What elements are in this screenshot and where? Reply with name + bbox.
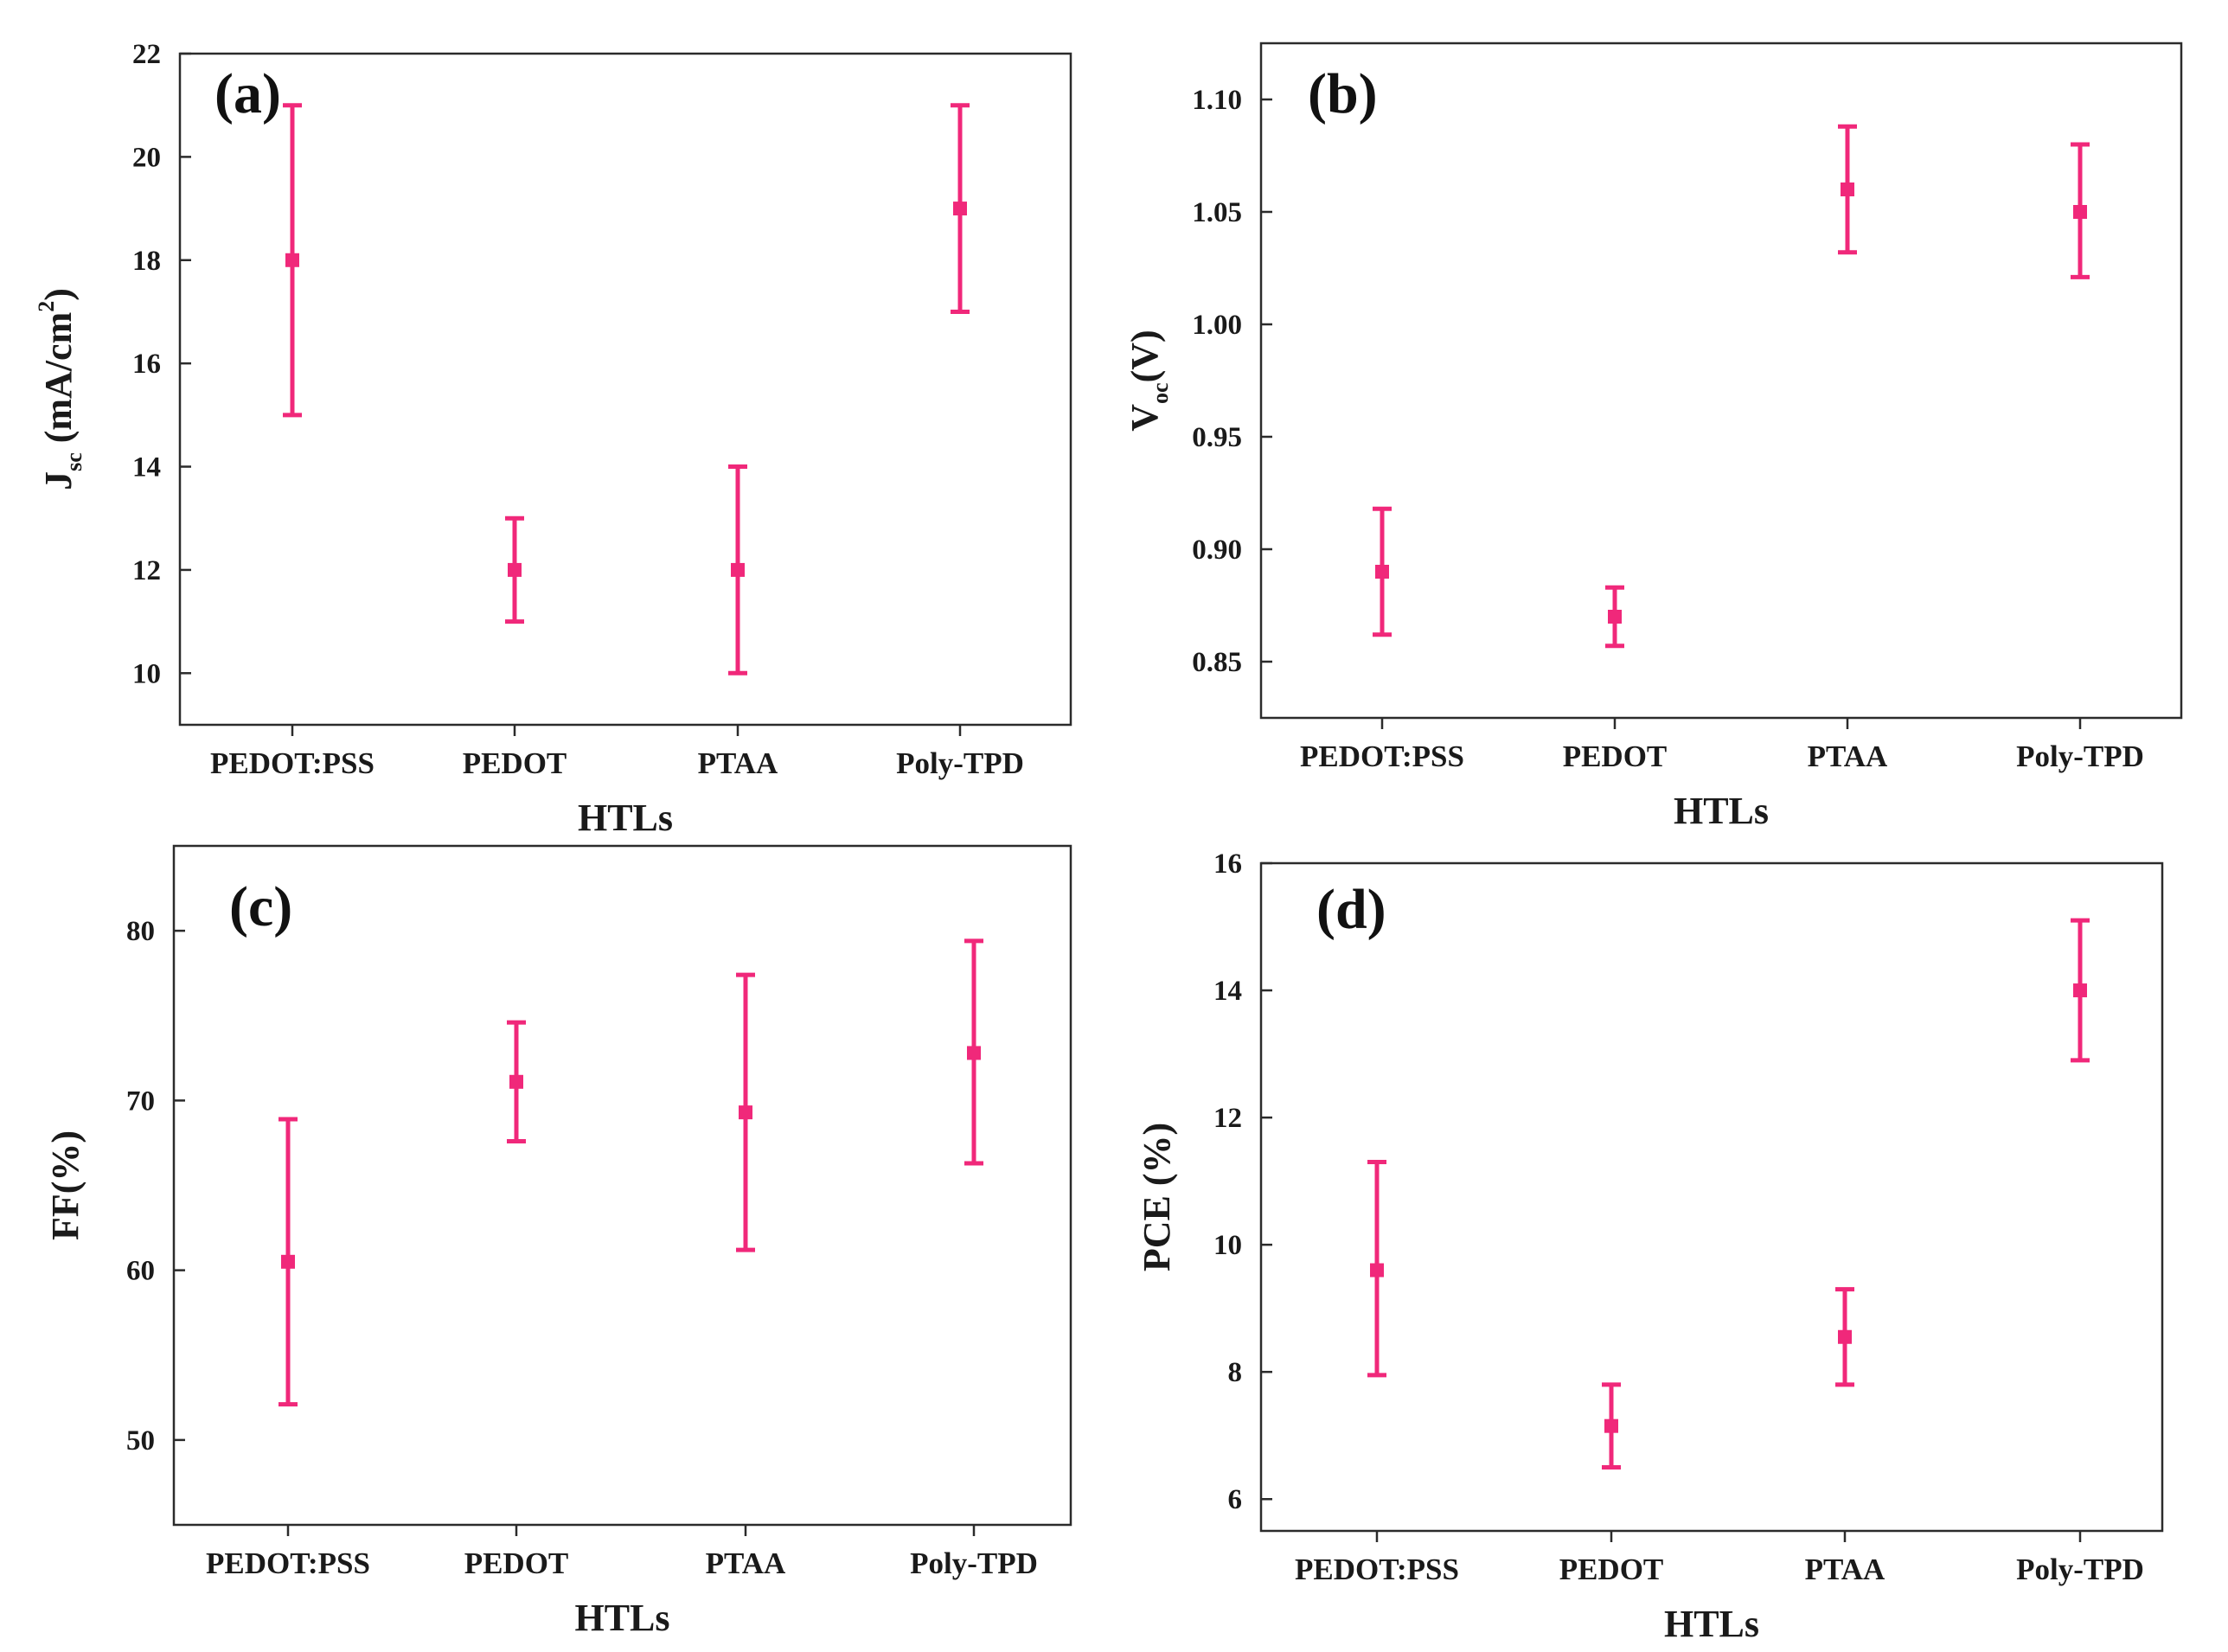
- y-tick-label: 60: [126, 1256, 155, 1287]
- y-tick-label: 8: [1228, 1357, 1243, 1388]
- data-point: [953, 202, 967, 216]
- y-tick-label: 70: [126, 1085, 155, 1117]
- plot-frame: [172, 844, 1072, 1527]
- x-tick-label: PEDOT:PSS: [206, 1546, 370, 1580]
- plot-frame: [178, 52, 1072, 727]
- y-tick-label: 1.00: [1192, 310, 1242, 341]
- x-tick-label: Poly-TPD: [896, 746, 1024, 780]
- x-tick-label: Poly-TPD: [910, 1546, 1038, 1580]
- x-axis-title: HTLs: [574, 1597, 669, 1639]
- y-tick-label: 12: [1213, 1103, 1242, 1134]
- data-point: [508, 562, 522, 577]
- x-tick-label: PTAA: [1808, 740, 1888, 773]
- plot-frame: [1259, 861, 2164, 1533]
- x-tick-label: PEDOT: [1559, 1553, 1664, 1586]
- data-point: [967, 1046, 981, 1060]
- data-point: [1841, 182, 1854, 196]
- panel-label: (b): [1308, 62, 1378, 125]
- y-tick-label: 1.05: [1192, 197, 1242, 228]
- x-tick-label: Poly-TPD: [2016, 1553, 2144, 1586]
- data-point: [1838, 1329, 1852, 1344]
- panel-label: (a): [214, 62, 281, 125]
- y-tick-label: 0.90: [1192, 535, 1242, 566]
- y-axis-title: Jsc (mA/cm2): [34, 288, 86, 490]
- data-point: [1375, 565, 1389, 579]
- y-tick-label: 14: [132, 452, 161, 483]
- x-tick-label: PEDOT:PSS: [210, 746, 375, 780]
- x-axis-title: HTLs: [578, 797, 673, 839]
- y-tick-label: 20: [132, 142, 161, 173]
- x-tick-label: PEDOT:PSS: [1295, 1553, 1459, 1586]
- chart-panel: 6 8 10 12 14 16 PEDOT:PSS PEDOT PTAA Poly-TPD HTLs…: [1136, 848, 2164, 1645]
- y-axis-title-unit: (V): [1124, 330, 1166, 382]
- data-point: [285, 253, 299, 267]
- x-tick-label: PEDOT:PSS: [1300, 740, 1464, 773]
- y-tick-label: 80: [126, 916, 155, 947]
- panel-label: (c): [229, 875, 292, 938]
- y-tick-label: 6: [1228, 1484, 1243, 1515]
- x-axis-title: HTLs: [1674, 790, 1769, 832]
- chart-panel: 50 60 70 80 PEDOT:PSS PEDOT PTAA Poly-TPD HTLs FF…: [44, 844, 1072, 1639]
- y-axis-title: PCE (%): [1136, 1123, 1178, 1271]
- y-axis-title-main: V: [1124, 404, 1166, 432]
- y-axis-title-main: J: [37, 471, 80, 490]
- y-axis-title: Voc(V): [1124, 330, 1173, 431]
- data-point: [1608, 610, 1622, 624]
- y-tick-label: 18: [132, 246, 161, 277]
- y-tick-label: 50: [126, 1425, 155, 1457]
- plot-frame: [1259, 42, 2183, 720]
- x-tick-label: Poly-TPD: [2016, 740, 2144, 773]
- y-axis-title-main: PCE (%): [1136, 1123, 1178, 1271]
- x-tick-label: PEDOT: [463, 746, 567, 780]
- data-point: [281, 1254, 295, 1269]
- y-tick-label: 10: [132, 658, 161, 689]
- y-axis-title-main: FF(%): [44, 1130, 86, 1240]
- panel-label: (d): [1316, 878, 1386, 941]
- y-tick-label: 0.95: [1192, 422, 1242, 453]
- y-tick-label: 12: [132, 555, 161, 586]
- y-tick-label: 22: [132, 39, 161, 70]
- y-tick-label: 10: [1213, 1230, 1242, 1261]
- y-tick-label: 1.10: [1192, 85, 1242, 116]
- data-point: [509, 1074, 523, 1089]
- y-axis-title-unit: (mA/cm: [37, 312, 80, 453]
- y-axis-title-subscript: sc: [61, 452, 86, 471]
- x-tick-label: PTAA: [706, 1546, 786, 1580]
- y-tick-label: 16: [1213, 848, 1242, 880]
- data-point: [739, 1105, 752, 1120]
- chart-panel: 0.85 0.90 0.95 1.00 1.05 1.10 PEDOT:PSS PEDOT PT…: [1124, 42, 2183, 832]
- x-tick-label: PEDOT: [1563, 740, 1668, 773]
- data-point: [1604, 1418, 1618, 1433]
- x-tick-label: PTAA: [698, 746, 778, 780]
- data-point: [2073, 205, 2087, 219]
- chart-panel: 10 12 14 16 18 20 22 PEDOT:PSS PEDOT PTAA Poly-TPD…: [34, 39, 1072, 839]
- data-point: [1370, 1263, 1384, 1277]
- y-tick-label: 14: [1213, 976, 1242, 1007]
- x-axis-title: HTLs: [1664, 1603, 1759, 1645]
- data-point: [2073, 983, 2087, 998]
- x-tick-label: PTAA: [1805, 1553, 1885, 1586]
- y-axis-title-subscript: oc: [1148, 382, 1173, 404]
- y-tick-label: 16: [132, 349, 161, 380]
- y-axis-title: FF(%): [44, 1130, 86, 1240]
- y-axis-title-superscript: 2: [34, 301, 59, 312]
- x-tick-label: PEDOT: [464, 1546, 569, 1580]
- data-point: [731, 562, 745, 577]
- y-axis-title-unit-end: ): [37, 288, 80, 301]
- y-tick-label: 0.85: [1192, 647, 1242, 678]
